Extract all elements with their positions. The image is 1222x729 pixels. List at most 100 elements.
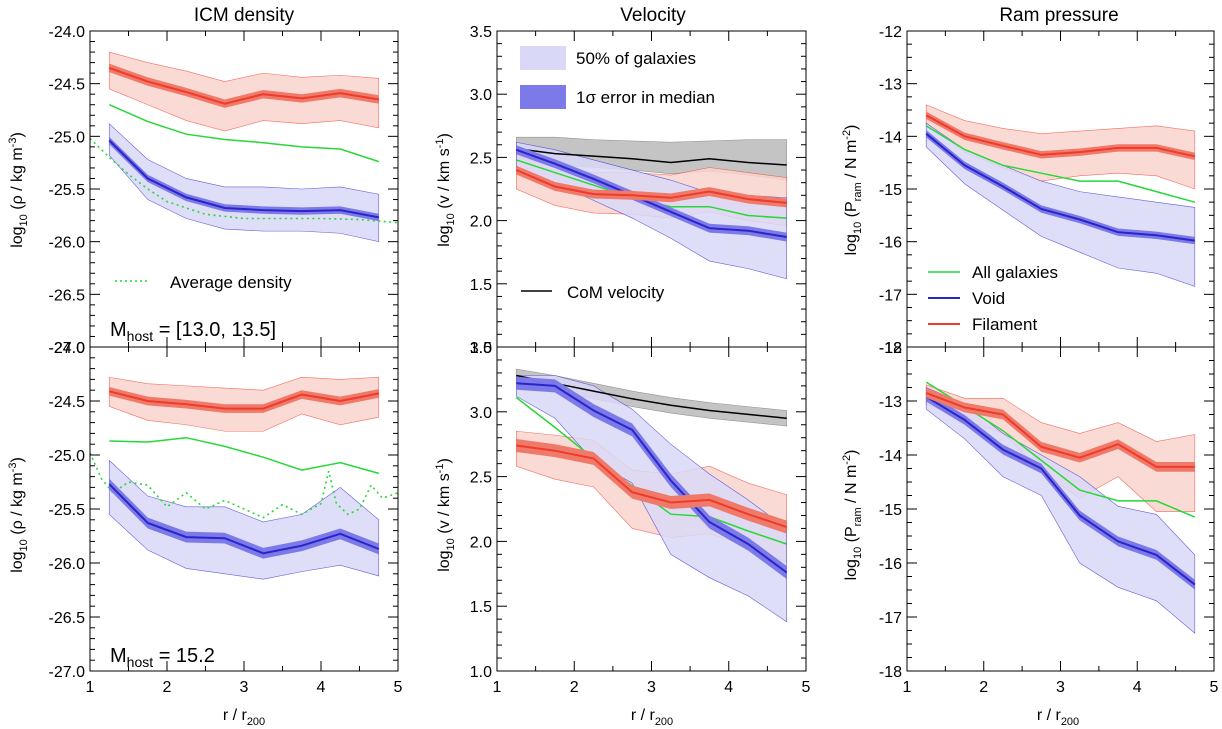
top-middle-com-velocity-line: [516, 147, 787, 166]
ylabel-velocity-top: log10 (v / km s-1): [434, 133, 457, 247]
bottom-middle-ytick-label: 3.0: [470, 405, 492, 422]
top-middle-filament-line: [515, 169, 787, 204]
bottom-left-void-band: [108, 459, 380, 580]
top-left-ytick-label: -25.0: [49, 129, 86, 146]
top-middle-ytick-label: 3.0: [470, 87, 492, 104]
bottom-middle-xtick-label: 5: [802, 679, 811, 696]
bottom-right-filament-line: [925, 391, 1195, 468]
bottom-middle-filament-line: [516, 444, 788, 529]
bottom-right-ytick-label: -17: [879, 610, 902, 627]
top-right-ytick-label: -15: [879, 182, 902, 199]
bottom-right-xtick-label: 3: [1056, 679, 1065, 696]
legend-band-outer-label: 50% of galaxies: [576, 49, 696, 68]
bottom-left-filament-line: [109, 390, 379, 410]
bottom-left-xtick-label: 4: [317, 679, 326, 696]
top-right-ytick-label: -17: [879, 287, 902, 304]
xlabel-left: r / r200: [223, 707, 265, 728]
top-middle-void-line: [515, 148, 787, 238]
bottom-right-ytick-label: -16: [879, 556, 902, 573]
bottom-left-xtick-label: 3: [240, 679, 249, 696]
top-middle-ytick-label: 1.5: [470, 277, 492, 294]
top-right-all-galaxies-line: [925, 125, 1195, 203]
ylabel-ram-top: log10 (Pram / N m-2): [841, 125, 864, 256]
legend-all-label: All galaxies: [972, 263, 1058, 282]
bottom-right-void-line: [925, 395, 1196, 586]
top-middle-ytick-label: 2.5: [470, 150, 492, 167]
mhost-label-top: Mhost = [13.0, 13.5]: [110, 319, 276, 344]
top-left-average-density-line: [90, 137, 398, 224]
bottom-middle-xtick-label: 3: [647, 679, 656, 696]
top-right-filament-line: [925, 114, 1196, 158]
top-left-ytick-label: -24.5: [49, 77, 86, 94]
bottom-left-xtick-label: 2: [163, 679, 172, 696]
legend-void-label: Void: [972, 289, 1005, 308]
bottom-middle-ytick-label: 2.0: [470, 534, 492, 551]
bottom-right-xtick-label: 5: [1210, 679, 1219, 696]
title-ram-pressure: Ram pressure: [999, 5, 1118, 26]
bottom-right-ytick-label: -12: [879, 340, 902, 357]
bottom-left-all-galaxies-line: [109, 436, 380, 475]
bottom-left-xtick-label: 1: [86, 679, 95, 696]
bottom-left-ytick-label: -24.5: [49, 394, 86, 411]
bottom-left-ytick-label: -25.5: [49, 502, 86, 519]
bottom-middle-ytick-label: 1.5: [470, 599, 492, 616]
top-right-ytick-label: -14: [879, 129, 902, 146]
ylabel-ram-bottom: log10 (Pram / N m-2): [841, 450, 864, 581]
top-middle-ytick-label: 2.0: [470, 214, 492, 231]
bottom-left-ytick-label: -24.0: [49, 340, 86, 357]
top-left-filament-band: [108, 51, 380, 132]
legend-filament-label: Filament: [972, 315, 1037, 334]
title-velocity: Velocity: [620, 5, 686, 26]
bottom-right-ytick-label: -13: [879, 394, 902, 411]
xlabel-right: r / r200: [1037, 707, 1079, 728]
top-left-void-line: [108, 139, 379, 219]
top-right-ytick-label: -18: [879, 340, 902, 357]
top-middle-filament-err-band: [516, 165, 787, 208]
legend-com-label: CoM velocity: [567, 283, 665, 302]
top-right-void-band: [925, 122, 1196, 287]
top-left-filament-line: [108, 66, 379, 105]
bottom-right-void-band: [925, 387, 1196, 634]
title-icm-density: ICM density: [194, 5, 295, 26]
bottom-left-filament-err-band: [109, 386, 379, 413]
bottom-left-ytick-label: -26.5: [49, 610, 86, 627]
bottom-left-ytick-label: -26.0: [49, 556, 86, 573]
legend-band-inner-swatch: [520, 85, 566, 109]
bottom-right-xtick-label: 1: [903, 679, 912, 696]
top-right-ytick-label: -12: [879, 24, 902, 41]
bottom-right-xtick-label: 2: [979, 679, 988, 696]
bottom-left-xtick-label: 5: [394, 679, 403, 696]
mhost-label-bottom: Mhost = 15.2: [110, 645, 215, 670]
bottom-left-average-density-line: [90, 452, 398, 519]
bottom-right-ytick-label: -18: [879, 664, 902, 681]
legend-avg-density-label: Average density: [170, 273, 292, 292]
bottom-middle-xtick-label: 2: [570, 679, 579, 696]
legend-band-outer-swatch: [520, 46, 566, 70]
top-left-ytick-label: -26.0: [49, 235, 86, 252]
top-left-all-galaxies-line: [108, 104, 380, 163]
top-left-ytick-label: -26.5: [49, 287, 86, 304]
bottom-left-void-err-band: [109, 478, 379, 559]
top-right-ytick-label: -16: [879, 235, 902, 252]
xlabel-middle: r / r200: [631, 707, 673, 728]
bottom-left-ytick-label: -27.0: [49, 664, 86, 681]
bottom-right-ytick-label: -15: [879, 502, 902, 519]
ylabel-density-top: log10 (ρ / kg m-3): [7, 132, 30, 248]
bottom-middle-ytick-label: 1.0: [470, 664, 492, 681]
ylabel-density-bottom: log10 (ρ / kg m-3): [7, 457, 30, 573]
bottom-middle-filament-err-band: [516, 439, 787, 534]
bottom-middle-ytick-label: 2.5: [470, 470, 492, 487]
bottom-right-ytick-label: -14: [879, 448, 902, 465]
ylabel-velocity-bottom: log10 (v / km s-1): [434, 458, 457, 572]
bottom-middle-ytick-label: 3.5: [470, 340, 492, 357]
bottom-left-void-line: [108, 483, 380, 555]
top-right-ytick-label: -13: [879, 77, 902, 94]
bottom-middle-xtick-label: 4: [724, 679, 733, 696]
bottom-right-xtick-label: 4: [1133, 679, 1142, 696]
bottom-middle-xtick-label: 1: [493, 679, 502, 696]
top-left-ytick-label: -24.0: [49, 24, 86, 41]
top-right-void-line: [925, 132, 1195, 242]
bottom-middle-void-line: [516, 382, 788, 574]
legend-band-inner-label: 1σ error in median: [576, 88, 715, 107]
